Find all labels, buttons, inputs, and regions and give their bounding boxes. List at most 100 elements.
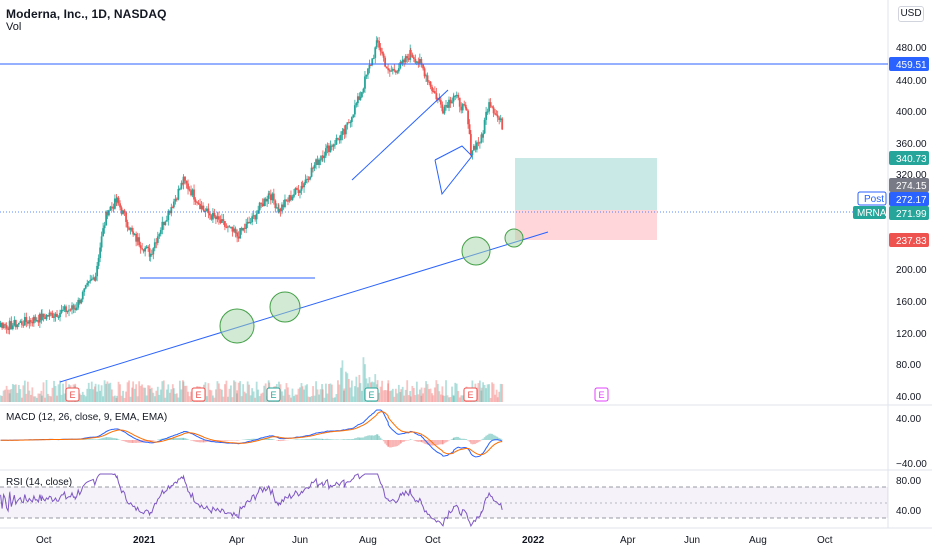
candle-body (114, 198, 116, 209)
support-touch-circle[interactable] (269, 291, 301, 323)
macd-histogram-bar (199, 440, 201, 443)
candle-body (199, 203, 201, 209)
volume-bar (409, 391, 412, 402)
macd-histogram-bar (116, 438, 118, 440)
time-tick: Apr (229, 535, 245, 546)
candle-body (293, 194, 295, 197)
candle-body (35, 320, 38, 322)
candle-body (401, 59, 404, 64)
volume-bar (284, 389, 286, 402)
time-tick: Oct (425, 535, 441, 546)
candle-body (72, 305, 75, 309)
macd-histogram-bar (321, 438, 323, 440)
volume-bar (494, 394, 497, 402)
macd-histogram-bar (414, 440, 417, 442)
macd-histogram-bar (420, 440, 423, 443)
volume-bar (188, 396, 191, 402)
volume-bar (11, 383, 14, 402)
volume-bar (414, 395, 417, 402)
volume-bar (478, 380, 481, 402)
candle-body (239, 228, 242, 239)
earnings-marker[interactable]: E (594, 387, 609, 402)
candle-body (268, 193, 271, 195)
candle-body (90, 278, 93, 281)
macd-histogram-bar (372, 435, 375, 440)
macd-histogram-bar (122, 440, 124, 441)
candle-body (23, 317, 26, 326)
candle-body (467, 110, 469, 125)
macd-histogram-bar (313, 438, 316, 440)
volume-bar (45, 380, 48, 402)
support-touch-circle[interactable] (504, 228, 524, 248)
volume-bar (338, 384, 341, 402)
candle-body (397, 68, 400, 72)
price-tick: 120.00 (896, 329, 927, 340)
flag-pattern[interactable] (434, 145, 473, 196)
earnings-marker[interactable]: E (191, 387, 206, 402)
volume-bar (285, 383, 288, 402)
macd-histogram-bar (416, 440, 418, 442)
svg-text:E: E (598, 390, 604, 400)
earnings-marker[interactable]: E (266, 387, 281, 402)
volume-bar (319, 389, 322, 402)
support-touch-circle[interactable] (219, 308, 255, 344)
earnings-marker[interactable]: E (364, 387, 379, 402)
macd-histogram-bar (125, 440, 127, 442)
target-zone[interactable] (515, 158, 657, 210)
candle-body (180, 182, 183, 189)
candle-body (203, 209, 205, 212)
breakdown-trendline[interactable] (351, 89, 449, 181)
macd-histogram-bar (225, 440, 228, 441)
candle-body (319, 159, 322, 161)
candle-body (74, 308, 77, 311)
macd-histogram-bar (112, 438, 115, 440)
macd-histogram-bar (368, 435, 371, 440)
candle-body (100, 236, 103, 248)
candle-body (355, 103, 358, 106)
candle-body (260, 202, 263, 204)
macd-histogram-bar (396, 440, 399, 447)
time-tick: Oct (36, 535, 52, 546)
volume-bar (417, 394, 420, 402)
price-tick: 480.00 (896, 43, 927, 54)
macd-histogram-bar (454, 437, 457, 440)
candle-body (123, 210, 126, 213)
macd-histogram-bar (138, 440, 140, 443)
volume-bar (257, 389, 260, 402)
candle-body (53, 316, 55, 318)
macd-histogram-bar (191, 440, 194, 441)
macd-histogram-bar (136, 440, 139, 443)
candle-body (474, 145, 477, 150)
volume-bar (23, 380, 26, 402)
macd-histogram-bar (179, 437, 181, 440)
currency-button[interactable]: USD (898, 6, 924, 22)
earnings-marker[interactable]: E (65, 387, 80, 402)
support-touch-circle[interactable] (461, 236, 491, 266)
volume-label: Vol (6, 21, 22, 33)
price-tick: 40.00 (896, 392, 921, 403)
volume-bar (38, 393, 41, 402)
macd-histogram-bar (267, 438, 270, 440)
candle-body (296, 188, 298, 190)
candle-body (172, 201, 175, 208)
candle-body (138, 237, 141, 246)
macd-histogram-bar (132, 440, 134, 443)
volume-bar (237, 382, 240, 402)
candle-body (242, 227, 245, 231)
candle-body (37, 320, 40, 323)
volume-bar (422, 393, 424, 402)
candle-body (303, 183, 305, 188)
macd-histogram-bar (489, 433, 492, 440)
candle-body (452, 96, 455, 98)
candle-body (225, 226, 228, 228)
earnings-marker[interactable]: E (463, 387, 478, 402)
volume-bar (50, 396, 52, 402)
candle-body (390, 70, 393, 72)
candle-body (14, 320, 17, 328)
macd-histogram-bar (381, 439, 383, 440)
macd-histogram-bar (221, 440, 223, 441)
candle-body (147, 246, 150, 249)
candle-body (77, 299, 80, 308)
target-price-text: 340.73 (896, 154, 927, 165)
